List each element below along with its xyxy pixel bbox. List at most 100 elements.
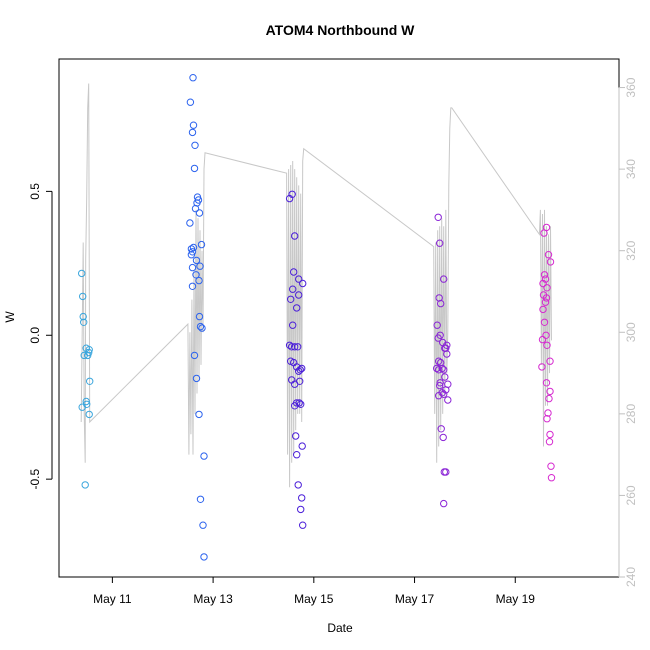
data-point xyxy=(81,481,89,489)
data-point xyxy=(436,381,444,390)
data-point xyxy=(539,279,547,288)
data-point xyxy=(290,268,298,276)
data-point xyxy=(440,366,448,374)
data-point xyxy=(188,128,197,137)
data-point xyxy=(546,430,554,439)
data-point xyxy=(543,341,551,349)
data-point xyxy=(444,396,452,404)
data-point xyxy=(433,321,441,329)
data-point xyxy=(189,121,198,129)
data-point xyxy=(437,299,445,308)
data-point xyxy=(197,240,206,249)
data-point xyxy=(191,204,200,213)
data-point xyxy=(299,521,307,529)
data-point xyxy=(189,243,198,252)
data-point xyxy=(295,291,303,299)
data-point xyxy=(539,305,547,314)
data-point xyxy=(289,321,297,329)
data-point xyxy=(196,262,204,270)
data-point xyxy=(195,410,203,419)
x-tick-label: May 19 xyxy=(496,592,536,606)
y2-tick-label: 340 xyxy=(624,159,638,179)
chart-title: ATOM4 Northbound W xyxy=(266,22,416,38)
data-point xyxy=(195,209,204,217)
y-tick-label: -0.5 xyxy=(28,468,42,489)
data-point xyxy=(543,284,551,292)
data-point xyxy=(186,98,195,106)
data-point xyxy=(440,390,448,398)
y2-tick-label: 360 xyxy=(624,77,638,97)
data-point xyxy=(289,285,297,293)
data-point xyxy=(435,366,443,374)
data-point xyxy=(198,324,206,332)
data-point xyxy=(543,415,551,423)
x-tick-label: May 15 xyxy=(294,592,334,606)
data-point xyxy=(540,318,549,326)
data-point xyxy=(546,258,555,266)
axes-layer: -0.5 0.0 0.5 May 11 May 13 May 15 May 17 May 19… xyxy=(28,77,638,606)
data-point xyxy=(436,239,444,247)
data-point xyxy=(540,229,548,237)
data-point xyxy=(544,251,553,259)
data-point xyxy=(547,474,556,482)
data-point xyxy=(199,521,207,529)
data-point xyxy=(190,164,199,173)
data-point xyxy=(80,318,88,326)
data-point xyxy=(287,295,295,303)
data-point xyxy=(285,341,294,349)
data-point xyxy=(191,141,199,150)
data-point xyxy=(546,357,554,365)
data-point xyxy=(438,364,446,373)
data-point xyxy=(294,343,302,351)
data-point xyxy=(434,213,442,222)
data-point xyxy=(442,468,450,476)
data-point xyxy=(541,275,550,283)
data-point xyxy=(437,425,445,433)
data-point xyxy=(200,553,208,561)
data-point xyxy=(545,394,553,403)
secondary-series-line xyxy=(80,83,552,488)
data-point xyxy=(79,312,87,321)
data-point xyxy=(195,312,204,321)
data-point xyxy=(189,74,197,82)
data-point xyxy=(546,387,554,396)
y2-tick-label: 240 xyxy=(624,567,638,587)
data-point xyxy=(440,468,448,476)
data-point xyxy=(196,322,205,331)
data-point xyxy=(293,304,301,312)
data-point xyxy=(192,271,200,279)
plot-frame xyxy=(58,58,620,578)
data-point xyxy=(297,400,305,408)
data-point xyxy=(294,481,302,489)
y-axis-label: W xyxy=(3,311,17,323)
data-point xyxy=(190,351,199,360)
data-point xyxy=(83,400,91,408)
data-point xyxy=(538,335,547,344)
data-point xyxy=(435,392,443,400)
secondary-series-layer xyxy=(80,83,552,488)
data-point xyxy=(82,397,90,406)
data-point xyxy=(538,363,546,371)
data-point xyxy=(295,275,303,283)
points-layer xyxy=(78,74,556,561)
data-point xyxy=(186,219,194,227)
data-point xyxy=(192,374,201,383)
data-point xyxy=(188,282,197,290)
data-point xyxy=(440,499,448,508)
data-point xyxy=(195,276,203,285)
data-point xyxy=(298,494,306,502)
y2-tick-label: 300 xyxy=(624,322,638,342)
x-tick-label: May 13 xyxy=(193,592,233,606)
y2-tick-label: 280 xyxy=(624,404,638,424)
data-point xyxy=(547,462,555,470)
data-point xyxy=(435,357,443,365)
data-point xyxy=(441,373,449,381)
data-point xyxy=(434,334,442,342)
x-tick-label: May 17 xyxy=(395,592,435,606)
data-point xyxy=(291,232,299,240)
data-point xyxy=(196,495,205,503)
data-point xyxy=(86,377,94,385)
data-point xyxy=(295,367,303,375)
data-point xyxy=(297,505,305,514)
